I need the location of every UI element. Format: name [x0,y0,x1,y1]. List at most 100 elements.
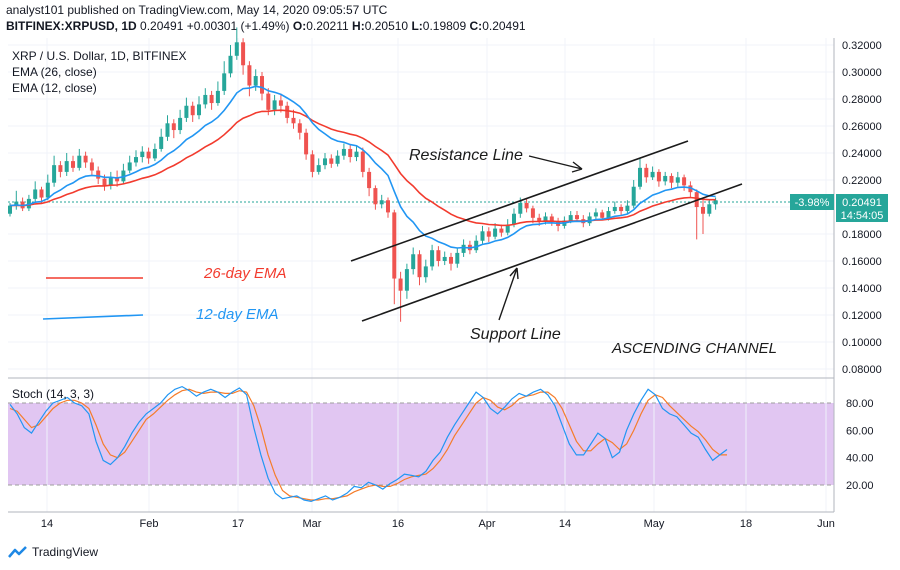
candle [197,96,201,120]
candle [52,155,57,187]
price-tick: 0.26000 [842,121,882,133]
candle [379,194,384,209]
candle [404,263,409,299]
candle [26,194,31,212]
candle [701,200,705,234]
open-value: 0.20211 [306,19,349,33]
candle [310,150,315,178]
candle [575,211,579,222]
candle [486,227,491,243]
candle [134,150,138,167]
candle [127,155,132,174]
ohlc-line: BITFINEX:XRPUSD, 1D 0.20491 +0.00301 (+1… [6,18,886,34]
candle [493,223,498,240]
ema12-legend-line [42,314,144,320]
price-tick: 0.18000 [842,229,882,241]
candle [291,109,296,129]
legend-ema26: EMA (26, close) [12,65,97,79]
candle [234,27,239,60]
candle [304,128,309,160]
candle [146,147,151,164]
candle [417,250,422,286]
candle [656,169,661,187]
time-tick: Apr [478,518,495,530]
candle [323,153,327,170]
legend-ema12: EMA (12, close) [12,81,97,95]
candle [593,208,598,220]
support-arrow [498,267,519,321]
price-tick: 0.10000 [842,337,882,349]
candle [707,200,712,217]
candle [360,147,365,178]
footer-brand: TradingView [32,545,99,559]
time-tick: 16 [392,518,404,530]
time-tick: 14 [41,518,53,530]
candle [524,198,529,213]
ema12-annotation: 12-day EMA [196,306,279,323]
time-tick: May [644,518,665,530]
stoch-tick: 60.00 [846,425,874,437]
candle [285,101,290,124]
price-tag-bg [836,194,888,222]
symbol: BITFINEX:XRPUSD, 1D [6,19,137,33]
candle [329,154,334,168]
high-label: H: [352,19,365,33]
candle [228,45,233,78]
ema12-line [9,85,716,249]
open-label: O: [292,19,307,33]
support-label: Support Line [470,326,561,343]
candle [247,61,252,97]
stoch-axis-ticks: 80.00 60.00 40.00 20.00 [846,398,874,492]
candle [341,143,346,160]
close-label: C: [469,19,483,33]
candle [398,271,403,322]
price-tag-value: 0.20491 [842,197,882,209]
candle [64,153,69,176]
candle [348,144,353,163]
price-tick: 0.16000 [842,256,882,268]
price-tick: 0.32000 [842,40,882,52]
candle [373,185,378,210]
candle [449,252,453,271]
candle [663,171,668,186]
candle [152,143,157,162]
footer[interactable]: TradingView [8,545,98,559]
candle [354,146,359,162]
stoch-tick: 80.00 [846,398,874,410]
pct-tag: -3.98% [795,197,830,209]
candle [638,158,642,190]
candle [505,219,510,236]
time-tick: 18 [740,518,752,530]
candle [14,190,19,210]
price-change: +0.00301 (+1.49%) [186,19,290,33]
candle [241,38,246,75]
price-tag: -3.98% 0.20491 14:54:05 [790,194,888,222]
pct-tag-bg [790,194,834,210]
candle [121,163,126,185]
candle [297,119,302,140]
candle [669,173,674,189]
candle [278,93,283,113]
price-tick: 0.24000 [842,148,882,160]
candle [436,246,441,267]
candle [367,167,372,197]
candle [45,174,50,201]
candle [89,158,94,176]
candle [209,90,214,110]
resistance-arrow [528,155,583,173]
candle [587,212,592,226]
price-tick: 0.08000 [842,364,882,376]
time-tick: 14 [559,518,571,530]
candle [650,166,655,180]
candle [335,150,340,167]
low-value: 0.19809 [422,19,467,33]
candle [499,224,504,237]
candle [549,213,554,226]
candle [203,88,208,109]
stoch-tick: 40.00 [846,453,874,465]
candle [474,235,479,253]
stoch-k-line [9,385,728,503]
time-tick: Feb [140,518,159,530]
price-tick: 0.22000 [842,175,882,187]
